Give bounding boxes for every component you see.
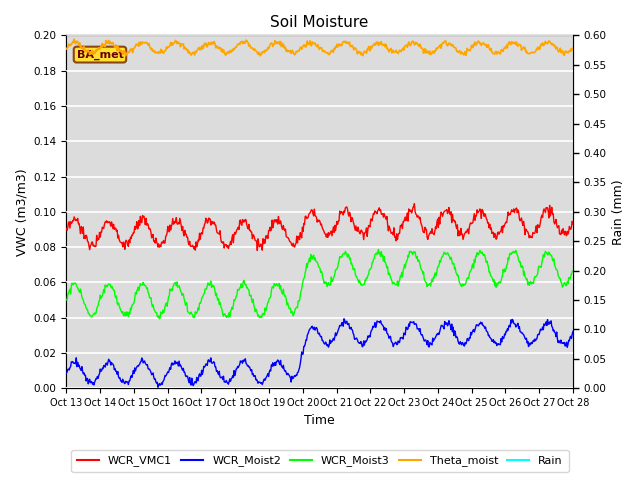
X-axis label: Time: Time [304,414,335,427]
Title: Soil Moisture: Soil Moisture [271,15,369,30]
Legend: WCR_VMC1, WCR_Moist2, WCR_Moist3, Theta_moist, Rain: WCR_VMC1, WCR_Moist2, WCR_Moist3, Theta_… [72,450,568,472]
Y-axis label: VWC (m3/m3): VWC (m3/m3) [15,168,28,256]
Y-axis label: Rain (mm): Rain (mm) [612,179,625,245]
Text: BA_met: BA_met [77,49,124,60]
